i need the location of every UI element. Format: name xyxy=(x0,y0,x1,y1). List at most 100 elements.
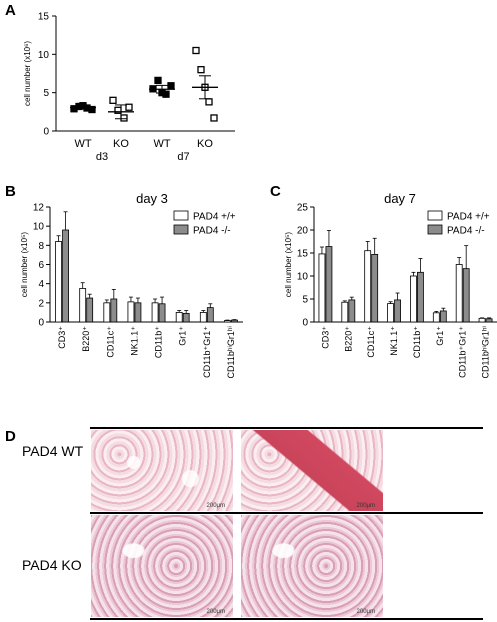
bar xyxy=(432,312,440,323)
y-tick-label: 10 xyxy=(33,222,45,233)
bar xyxy=(86,297,94,323)
group-genotype-label: KO xyxy=(113,138,129,150)
bar xyxy=(455,264,463,323)
y-axis-label: cell number (x10⁵) xyxy=(284,232,293,297)
x-tick-label: B220⁺ xyxy=(343,326,353,352)
x-tick-label: CD11c⁺ xyxy=(105,326,115,358)
scalebar-label: 200μm xyxy=(356,503,375,509)
x-tick-label: Gr1⁺ xyxy=(178,326,188,346)
y-tick-label: 4 xyxy=(38,279,44,290)
bar xyxy=(158,303,166,323)
x-tick-label: CD11b⁺ xyxy=(154,326,164,358)
bar xyxy=(371,253,379,323)
y-tick-label: 0 xyxy=(302,318,308,329)
y-axis-label: cell number (x10⁶) xyxy=(23,41,32,106)
divider-middle xyxy=(90,512,483,514)
bar xyxy=(62,229,69,323)
bar xyxy=(318,253,326,323)
y-tick-label: 6 xyxy=(38,260,44,271)
y-tick-label: 0 xyxy=(43,127,49,138)
bar xyxy=(410,275,417,323)
scalebar-label: 200μm xyxy=(206,609,225,615)
bar xyxy=(103,302,111,323)
y-tick-label: 20 xyxy=(297,226,309,237)
y-tick-label: 2 xyxy=(38,298,44,309)
data-point xyxy=(125,103,133,111)
chart-title: day 3 xyxy=(136,191,168,206)
chart-c-bar: day 7 0 5 10 15 20 25 cell number (x10⁵) CD3⁺ B22… xyxy=(284,191,497,379)
legend-label: PAD4 +/+ xyxy=(447,212,490,223)
bar xyxy=(231,319,238,323)
data-point xyxy=(167,82,175,90)
bar xyxy=(134,302,142,323)
bar xyxy=(325,246,333,323)
x-tick-label: CD11bʰⁱGr1ʰⁱ xyxy=(481,326,491,379)
x-tick-label: CD3⁺ xyxy=(320,326,330,349)
legend-label: PAD4 -/- xyxy=(447,226,485,237)
y-tick-label: 5 xyxy=(43,88,49,99)
x-tick-label: CD11b⁺Gr1⁺ xyxy=(458,326,468,378)
x-tick-label: NK1.1⁺ xyxy=(129,326,139,356)
y-tick-label: 5 xyxy=(302,295,308,306)
divider-bottom xyxy=(90,618,483,620)
histology-image-ko-right: 200μm xyxy=(241,515,383,617)
legend-label: PAD4 +/+ xyxy=(193,212,236,223)
bar xyxy=(394,299,401,323)
data-point xyxy=(197,66,205,74)
bar xyxy=(110,298,118,323)
data-point xyxy=(162,90,170,98)
data-point xyxy=(210,114,218,122)
legend-swatch xyxy=(427,210,443,221)
data-point xyxy=(192,46,200,55)
bar xyxy=(199,312,207,323)
chart-a-scatter: 0 5 10 15 cell number (x10⁶) WT KO WT KO d3 d7 xyxy=(23,12,235,163)
bar xyxy=(151,302,159,323)
bar xyxy=(364,250,372,323)
y-tick-label: 10 xyxy=(297,272,309,283)
bar xyxy=(175,312,183,323)
legend-swatch xyxy=(173,210,189,221)
x-tick-label: NK1.1⁺ xyxy=(389,326,399,356)
x-tick-label: CD11c⁺ xyxy=(366,326,376,358)
scalebar-label: 200μm xyxy=(206,503,225,509)
legend-label: PAD4 -/- xyxy=(193,226,231,237)
bar xyxy=(182,312,190,323)
chart-title: day 7 xyxy=(384,191,416,206)
data-point xyxy=(120,114,128,122)
bar xyxy=(206,307,214,323)
bar xyxy=(127,301,135,323)
panel-letter-a: A xyxy=(5,2,16,19)
data-point xyxy=(205,98,213,106)
group-genotype-label: KO xyxy=(197,138,213,150)
bar xyxy=(485,318,493,323)
divider-top xyxy=(90,427,483,429)
bar xyxy=(462,268,470,323)
x-tick-label: Gr1⁺ xyxy=(435,326,445,346)
bar xyxy=(478,317,486,323)
group-genotype-label: WT xyxy=(74,138,91,150)
legend-swatch xyxy=(427,224,443,235)
data-point xyxy=(88,105,96,114)
group-genotype-label: WT xyxy=(153,138,170,150)
panel-letter-c: C xyxy=(270,183,281,200)
scalebar-label: 200μm xyxy=(356,609,375,615)
y-tick-label: 0 xyxy=(38,318,44,329)
bar xyxy=(341,301,349,323)
y-tick-label: 15 xyxy=(297,249,309,260)
x-tick-label: CD3⁺ xyxy=(57,326,67,349)
data-point xyxy=(109,96,117,104)
histology-image-ko-left: 200μm xyxy=(91,515,233,617)
bar xyxy=(224,320,231,323)
bar xyxy=(439,310,447,323)
legend-swatch xyxy=(173,224,189,235)
y-tick-label: 15 xyxy=(38,12,50,23)
data-point xyxy=(154,76,162,85)
panel-letter-b: B xyxy=(5,183,16,200)
y-axis-label: cell number (x10⁵) xyxy=(20,232,29,297)
y-tick-label: 25 xyxy=(297,203,309,214)
bar xyxy=(348,299,356,323)
day-label: d7 xyxy=(177,151,189,163)
y-tick-label: 12 xyxy=(33,203,45,214)
row-label-wt: PAD4 WT xyxy=(22,443,84,459)
x-tick-label: CD11b⁺ xyxy=(412,326,422,358)
